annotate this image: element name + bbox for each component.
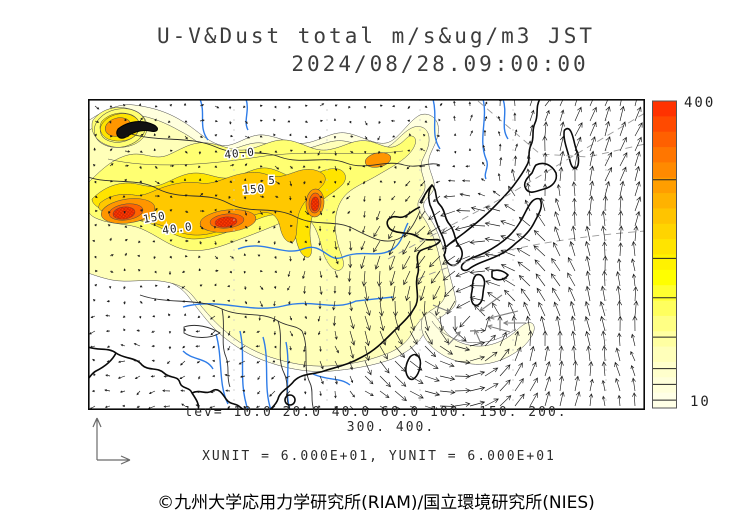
contour-label: 150 — [142, 209, 167, 226]
axis-direction-arrows-icon — [92, 417, 131, 465]
colorbar — [652, 100, 686, 410]
colorbar-canvas — [652, 100, 677, 409]
dust-contour-fills — [87, 104, 535, 372]
map-frame — [88, 99, 646, 410]
lake — [116, 121, 158, 139]
coastlines — [87, 98, 580, 411]
credit-text: ©九州大学応用力学研究所(RIAM)/国立環境研究所(NIES) — [157, 493, 595, 513]
contour-label: 40.0 — [162, 220, 194, 237]
wind-vector-field — [89, 90, 643, 414]
trajectory-dashes — [387, 100, 646, 280]
plot-title: U-V&Dust total m/s&ug/m3 JST — [156, 24, 595, 48]
cyclone-gray-arrows — [432, 294, 526, 347]
contour-label: 5 — [268, 174, 276, 187]
map-panel: 40.0 5 150 150 40.0 — [87, 90, 646, 414]
country-borders — [87, 132, 441, 411]
contour-levels-text: lev= 10.0 20.0 40.0 60.0 100. 150. 200. — [184, 405, 568, 420]
contour-label: 150 — [242, 182, 266, 197]
contour-levels-text-2: 300. 400. — [346, 420, 436, 435]
contour-label: 40.0 — [224, 145, 256, 161]
axis-units-text: XUNIT = 6.000E+01, YUNIT = 6.000E+01 — [202, 449, 556, 464]
colorbar-min-label: 10 — [690, 394, 711, 410]
colorbar-max-label: 400 — [684, 95, 716, 111]
plot-timestamp: 2024/08/28.09:00:00 — [291, 52, 589, 76]
graticule-dashes — [233, 99, 607, 410]
